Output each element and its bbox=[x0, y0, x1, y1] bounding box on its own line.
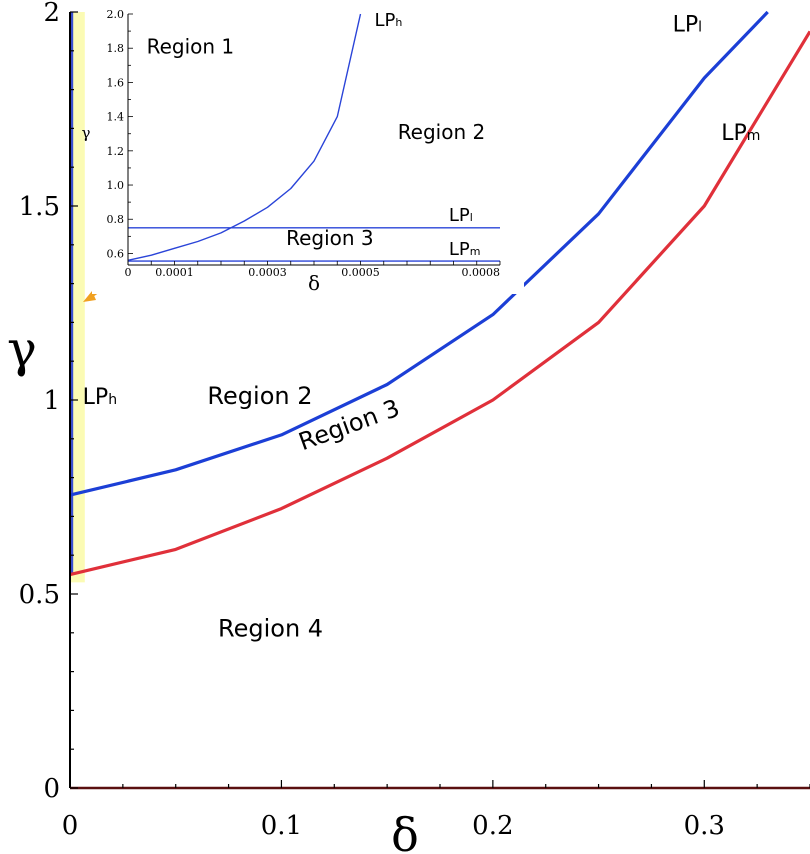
inset-series-line-LPh bbox=[127, 13, 362, 261]
inset-region-label: Region 1 bbox=[147, 34, 235, 58]
region-label: Region 4 bbox=[218, 615, 323, 643]
curve-label-LPl: LPl bbox=[673, 12, 702, 37]
series-line-LPl bbox=[69, 10, 769, 497]
inset-region-label: Region 2 bbox=[398, 120, 486, 144]
inset-y-tick-label: 1.2 bbox=[107, 145, 125, 158]
y-tick-label: 0.5 bbox=[19, 580, 60, 610]
highlight-band bbox=[70, 12, 85, 583]
inset-y-tick-label: 1.4 bbox=[107, 111, 125, 124]
y-tick-label: 1.5 bbox=[19, 192, 60, 222]
inset-x-tick-label: 0.0001 bbox=[155, 266, 194, 279]
y-tick-label: 1 bbox=[43, 386, 60, 416]
inset-plot: 0.6 0.8 1.0 1.2 1.4 1.6 1.8 2.0 0 0.0001 0.0003 0.0… bbox=[82, 8, 524, 295]
inset-x-tick-label: 0 bbox=[125, 266, 132, 279]
inset-y-tick-label: 2.0 bbox=[107, 8, 125, 21]
series-line-LPm bbox=[69, 30, 810, 577]
x-tick-label: 0 bbox=[62, 811, 79, 841]
inset-curve-label-LPl: LPl bbox=[449, 205, 473, 226]
x-tick-label: 0.1 bbox=[261, 811, 302, 841]
y-tick-label: 0 bbox=[43, 774, 60, 804]
y-tick-label: 2 bbox=[43, 0, 60, 28]
inset-x-tick-label: 0.0005 bbox=[341, 266, 380, 279]
y-axis-label: γ bbox=[7, 320, 37, 378]
curve-label-LPh: LPh bbox=[83, 385, 117, 410]
inset-x-tick-label: 0.0008 bbox=[462, 266, 501, 279]
x-axis-label: δ bbox=[391, 808, 419, 854]
inset-y-tick-label: 1.8 bbox=[107, 42, 125, 55]
curve-label-LPm: LPm bbox=[721, 121, 760, 146]
inset-background bbox=[92, 8, 524, 294]
x-tick-label: 0.3 bbox=[684, 811, 725, 841]
region-label: Region 2 bbox=[207, 382, 312, 410]
inset-curve-label-LPh: LPh bbox=[374, 10, 402, 31]
inset-x-axis-label: δ bbox=[308, 271, 320, 295]
inset-y-axis-label: γ bbox=[82, 124, 91, 142]
inset-curve-label-LPm: LPm bbox=[449, 239, 481, 260]
inset-y-tick-label: 1.0 bbox=[107, 179, 125, 192]
inset-region-label: Region 3 bbox=[286, 226, 374, 250]
inset-x-tick-label: 0.0003 bbox=[248, 266, 287, 279]
inset-y-tick-label: 0.8 bbox=[107, 213, 125, 226]
inset-y-tick-label: 0.6 bbox=[107, 247, 125, 260]
x-tick-label: 0.2 bbox=[472, 811, 513, 841]
inset-y-tick-label: 1.6 bbox=[107, 76, 125, 89]
